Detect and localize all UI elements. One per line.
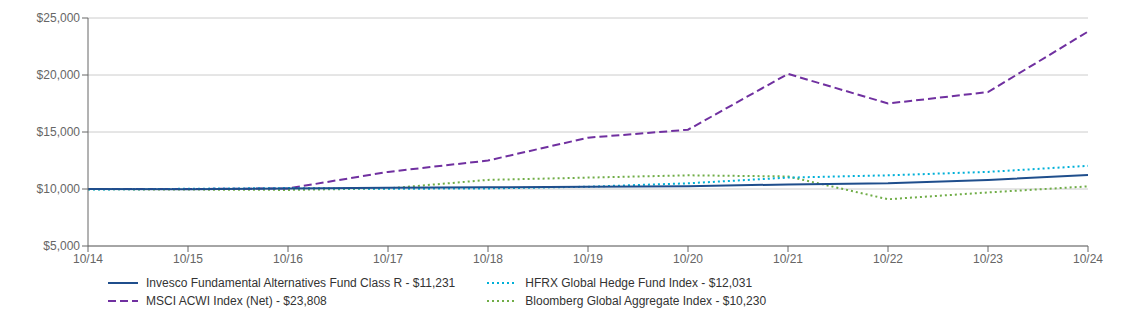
html-text:Bloomberg Global Aggregate Ind: Bloomberg Global Aggregate Index - $10,2… — [525, 294, 767, 308]
svg-text:10/14: 10/14 — [73, 252, 103, 266]
svg-text:$20,000: $20,000 — [37, 68, 81, 82]
svg-text:10/17: 10/17 — [373, 252, 403, 266]
svg-text:10/18: 10/18 — [473, 252, 503, 266]
svg-text:$25,000: $25,000 — [37, 11, 81, 25]
svg-text:$15,000: $15,000 — [37, 125, 81, 139]
svg-text:10/16: 10/16 — [273, 252, 303, 266]
html-text:HFRX Global Hedge Fund Index -: HFRX Global Hedge Fund Index - $12,031 — [525, 276, 753, 290]
svg-text:10/24: 10/24 — [1073, 252, 1103, 266]
svg-text:$5,000: $5,000 — [43, 239, 80, 253]
html-text:MSCI ACWI Index (Net) - $23,80: MSCI ACWI Index (Net) - $23,808 — [146, 294, 327, 308]
svg-text:10/22: 10/22 — [873, 252, 903, 266]
svg-text:10/21: 10/21 — [773, 252, 803, 266]
svg-text:10/19: 10/19 — [573, 252, 603, 266]
svg-text:$10,000: $10,000 — [37, 182, 81, 196]
svg-text:10/20: 10/20 — [673, 252, 703, 266]
svg-text:10/15: 10/15 — [173, 252, 203, 266]
svg-text:10/23: 10/23 — [973, 252, 1003, 266]
html-text:Invesco Fundamental Alternativ: Invesco Fundamental Alternatives Fund Cl… — [146, 276, 456, 290]
